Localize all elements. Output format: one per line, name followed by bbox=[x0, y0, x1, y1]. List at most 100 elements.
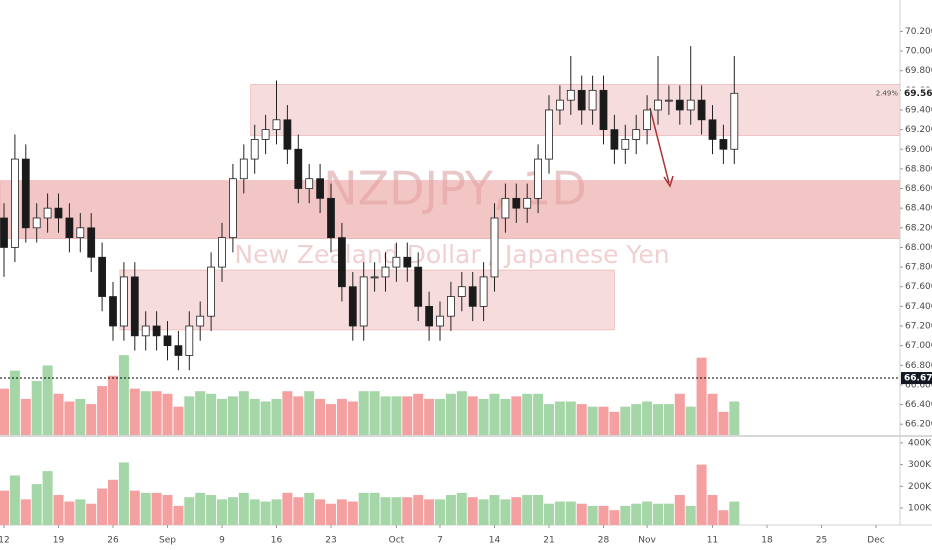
candle-body bbox=[294, 148, 303, 189]
candle-body bbox=[54, 207, 63, 219]
volume-tick-label: 100K bbox=[908, 504, 932, 514]
candle-body bbox=[359, 276, 368, 327]
volume-overlay-bar bbox=[195, 391, 206, 435]
y-tick-label: 68.400 bbox=[905, 204, 932, 214]
candle-body bbox=[414, 266, 423, 307]
candle-body bbox=[87, 227, 96, 258]
candle-body bbox=[141, 325, 150, 337]
candle-body bbox=[545, 109, 553, 160]
y-tick-label: 66.200 bbox=[905, 420, 932, 430]
volume-bar bbox=[0, 490, 9, 525]
volume-bar bbox=[424, 499, 435, 525]
x-tick-label: 12 bbox=[0, 536, 10, 546]
candle-body bbox=[588, 89, 597, 111]
volume-bar bbox=[238, 492, 249, 525]
volume-bar bbox=[9, 475, 20, 525]
volume-bar bbox=[544, 503, 554, 525]
candle-body bbox=[446, 296, 455, 317]
last-price-tag bbox=[901, 87, 932, 100]
volume-bar bbox=[489, 495, 500, 525]
volume-bar bbox=[565, 501, 576, 525]
volume-overlay-bar bbox=[369, 391, 380, 435]
volume-overlay-bar bbox=[598, 406, 609, 435]
watermark-subtitle: New Zealand Dollar / Japanese Yen bbox=[234, 240, 669, 269]
volume-overlay-bar bbox=[293, 396, 304, 435]
candle-body bbox=[327, 197, 335, 239]
candle-body bbox=[43, 207, 52, 219]
candle-body bbox=[163, 335, 172, 347]
candle-body bbox=[730, 92, 739, 150]
x-tick-label: Sep bbox=[159, 536, 176, 546]
x-tick-label: Dec bbox=[867, 536, 884, 546]
volume-bar bbox=[20, 499, 31, 525]
volume-overlay-bar bbox=[140, 391, 151, 435]
volume-overlay-bar bbox=[326, 404, 336, 435]
arrow bbox=[649, 107, 670, 184]
candle-body bbox=[239, 158, 248, 180]
last-price-label: 69.568 bbox=[904, 89, 932, 99]
volume-bar bbox=[173, 505, 184, 525]
volume-overlay-bar bbox=[707, 393, 718, 435]
x-tick-label: 9 bbox=[219, 536, 225, 546]
candle-body bbox=[708, 119, 717, 140]
y-tick-label: 66.800 bbox=[905, 361, 932, 371]
y-tick-label: 66.400 bbox=[905, 400, 932, 410]
volume-overlay-bar bbox=[336, 398, 347, 435]
volume-overlay-bar bbox=[358, 391, 369, 435]
volume-bar bbox=[217, 499, 227, 525]
volume-bar bbox=[42, 471, 53, 525]
volume-bar bbox=[184, 497, 195, 525]
volume-overlay-bar bbox=[64, 401, 75, 435]
y-tick-label: 67.600 bbox=[905, 282, 932, 292]
volume-bar bbox=[674, 495, 685, 525]
volume-overlay-bar bbox=[696, 357, 707, 435]
candle-body bbox=[130, 276, 139, 337]
x-tick-label: 7 bbox=[437, 536, 443, 546]
volume-bar bbox=[108, 479, 118, 525]
volume-bar bbox=[663, 503, 674, 525]
y-tick-label: 67.400 bbox=[905, 302, 932, 312]
volume-bar bbox=[53, 495, 64, 525]
volume-overlay-bar bbox=[304, 391, 315, 435]
x-tick-label: 14 bbox=[489, 536, 501, 546]
volume-overlay-bar bbox=[576, 404, 587, 435]
volume-overlay-bar bbox=[478, 398, 489, 435]
level-tag bbox=[901, 372, 932, 385]
candle-body bbox=[185, 325, 194, 356]
volume-overlay-bar bbox=[413, 393, 424, 435]
volume-overlay-bar bbox=[653, 404, 663, 435]
candle-body bbox=[490, 217, 499, 278]
volume-overlay-bar bbox=[97, 386, 108, 435]
volume-overlay-bar bbox=[729, 401, 740, 435]
volume-overlay-bar bbox=[173, 406, 184, 435]
volume-overlay-bar bbox=[467, 396, 478, 435]
zone bbox=[250, 84, 901, 136]
candle-body bbox=[316, 178, 325, 199]
x-tick-label: Oct bbox=[389, 536, 405, 546]
volume-overlay-bar bbox=[20, 398, 31, 435]
volume-tick-label: 300K bbox=[908, 460, 932, 470]
volume-overlay-bar bbox=[42, 365, 53, 435]
x-tick-label: 16 bbox=[271, 536, 283, 546]
y-tick-label: 70.000 bbox=[905, 47, 932, 57]
candle-body bbox=[457, 286, 466, 297]
volume-overlay-bar bbox=[151, 391, 162, 435]
volume-overlay-bar bbox=[631, 404, 642, 435]
x-tick-label: 25 bbox=[816, 536, 827, 546]
volume-bar bbox=[653, 503, 663, 525]
x-tick-label: 26 bbox=[107, 536, 119, 546]
volume-bar bbox=[533, 495, 544, 525]
volume-overlay-bar bbox=[271, 398, 282, 435]
y-tick-label: 68.800 bbox=[905, 164, 932, 174]
volume-bar bbox=[500, 499, 511, 525]
x-tick-label: 19 bbox=[53, 536, 65, 546]
candle-body bbox=[218, 237, 226, 268]
volume-bar bbox=[576, 503, 587, 525]
y-tick-label: 67.800 bbox=[905, 263, 932, 273]
volume-bar bbox=[718, 510, 729, 525]
volume-overlay-bar bbox=[31, 380, 42, 435]
candle-body bbox=[403, 256, 412, 268]
volume-bar bbox=[467, 497, 478, 525]
volume-bar bbox=[358, 492, 369, 525]
volume-overlay-bar bbox=[642, 401, 653, 435]
